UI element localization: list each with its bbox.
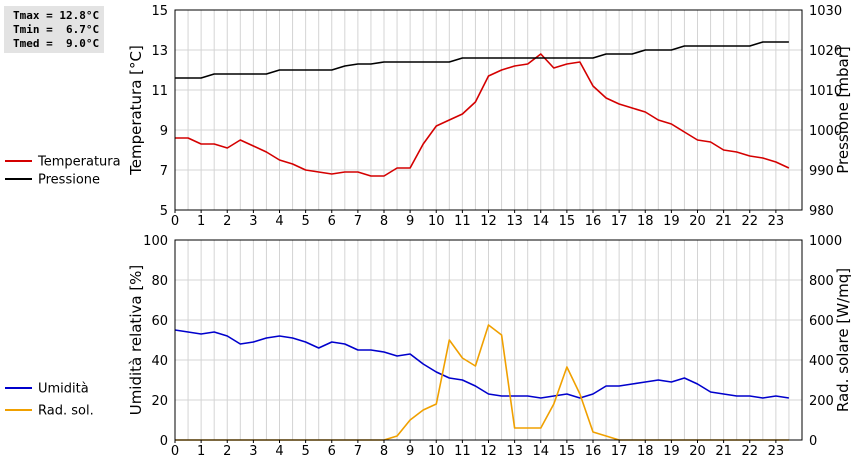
y2-tick-label: 1030 — [809, 4, 842, 19]
x-tick-label: 1 — [197, 214, 205, 229]
x-tick-label: 11 — [454, 444, 471, 459]
tmin-text: Tmin = 6.7°C — [13, 23, 100, 36]
y-tick-label: 0 — [160, 434, 168, 449]
x-tick-label: 23 — [768, 444, 785, 459]
x-tick-label: 23 — [768, 214, 785, 229]
x-tick-label: 16 — [585, 444, 602, 459]
tmed-text: Tmed = 9.0°C — [13, 37, 100, 50]
y-axis-title: Umidità relativa [%] — [127, 265, 145, 416]
y-tick-label: 15 — [151, 4, 168, 19]
x-tick-label: 20 — [689, 444, 706, 459]
y2-tick-label: 1020 — [809, 44, 842, 59]
x-tick-label: 0 — [171, 214, 179, 229]
y-tick-label: 5 — [160, 204, 168, 219]
x-tick-label: 6 — [328, 444, 336, 459]
y2-tick-label: 0 — [809, 434, 817, 449]
x-tick-label: 6 — [328, 214, 336, 229]
series-line-pressione — [175, 41, 789, 79]
x-tick-label: 0 — [171, 444, 179, 459]
y2-tick-label: 600 — [809, 314, 834, 329]
y2-tick-label: 990 — [809, 164, 834, 179]
y-tick-label: 7 — [160, 164, 168, 179]
x-tick-label: 2 — [223, 444, 231, 459]
x-tick-label: 20 — [689, 214, 706, 229]
x-tick-label: 7 — [354, 444, 362, 459]
x-tick-label: 3 — [249, 444, 257, 459]
y2-tick-label: 800 — [809, 274, 834, 289]
x-tick-label: 8 — [380, 444, 388, 459]
x-tick-label: 2 — [223, 214, 231, 229]
x-tick-label: 14 — [532, 214, 549, 229]
x-tick-label: 17 — [611, 444, 628, 459]
x-tick-label: 5 — [301, 214, 309, 229]
x-tick-label: 13 — [506, 444, 523, 459]
y-tick-label: 40 — [151, 354, 168, 369]
y-tick-label: 9 — [160, 124, 168, 139]
stats-box: Tmax = 12.8°C Tmin = 6.7°C Tmed = 9.0°C — [4, 6, 104, 53]
x-tick-label: 22 — [741, 444, 758, 459]
y-axis-title: Temperatura [°C] — [127, 45, 145, 176]
x-tick-label: 19 — [663, 444, 680, 459]
y-tick-label: 60 — [151, 314, 168, 329]
x-tick-label: 13 — [506, 214, 523, 229]
y2-tick-label: 1000 — [809, 234, 842, 249]
x-tick-label: 1 — [197, 444, 205, 459]
x-tick-label: 9 — [406, 214, 414, 229]
x-tick-label: 21 — [715, 214, 732, 229]
x-tick-label: 16 — [585, 214, 602, 229]
x-tick-label: 17 — [611, 214, 628, 229]
legend-label: Rad. sol. — [38, 404, 94, 419]
x-tick-label: 4 — [275, 444, 283, 459]
x-tick-label: 10 — [428, 214, 445, 229]
series-line-temperatura — [175, 53, 790, 177]
x-tick-label: 18 — [637, 214, 654, 229]
legend-label: Umidità — [38, 382, 89, 397]
x-tick-label: 11 — [454, 214, 471, 229]
x-tick-label: 8 — [380, 214, 388, 229]
y2-axis-title: Pressione [mbar] — [834, 46, 852, 174]
series-line-umidit- — [174, 329, 790, 399]
x-tick-label: 15 — [559, 214, 576, 229]
series-line-rad-sol- — [175, 324, 789, 441]
tmax-text: Tmax = 12.8°C — [13, 9, 100, 22]
y2-tick-label: 1010 — [809, 84, 842, 99]
y2-tick-label: 200 — [809, 394, 834, 409]
x-tick-label: 15 — [559, 444, 576, 459]
y-tick-label: 11 — [151, 84, 168, 99]
y2-tick-label: 400 — [809, 354, 834, 369]
y-tick-label: 100 — [143, 234, 168, 249]
x-tick-label: 21 — [715, 444, 732, 459]
x-tick-label: 19 — [663, 214, 680, 229]
y2-tick-label: 1000 — [809, 124, 842, 139]
x-tick-label: 10 — [428, 444, 445, 459]
y-tick-label: 20 — [151, 394, 168, 409]
x-tick-label: 5 — [301, 444, 309, 459]
x-tick-label: 14 — [532, 444, 549, 459]
x-tick-label: 12 — [480, 444, 497, 459]
x-tick-label: 22 — [741, 214, 758, 229]
x-tick-label: 18 — [637, 444, 654, 459]
x-tick-label: 12 — [480, 214, 497, 229]
x-tick-label: 4 — [275, 214, 283, 229]
x-tick-label: 9 — [406, 444, 414, 459]
y2-tick-label: 980 — [809, 204, 834, 219]
legend-label: Pressione — [38, 173, 100, 188]
y-tick-label: 80 — [151, 274, 168, 289]
x-tick-label: 7 — [354, 214, 362, 229]
legend-label: Temperatura — [37, 155, 121, 170]
y-tick-label: 13 — [151, 44, 168, 59]
x-tick-label: 3 — [249, 214, 257, 229]
y2-axis-title: Rad. solare [W/mq] — [834, 268, 852, 412]
